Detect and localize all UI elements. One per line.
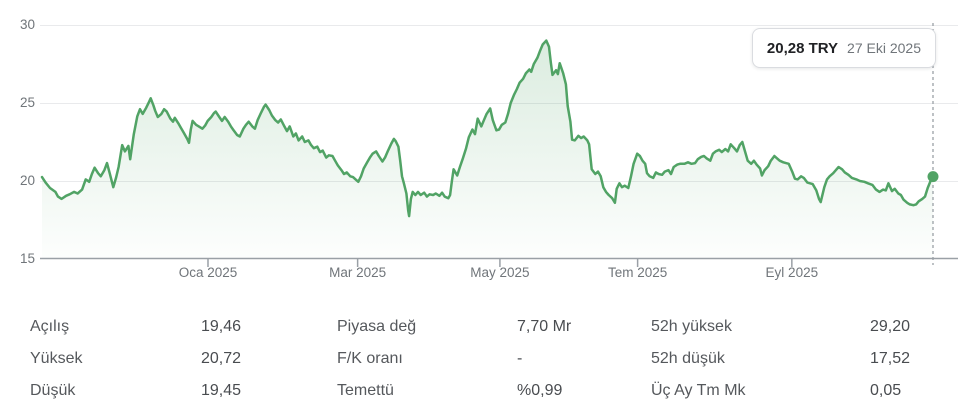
stat-label: Düşük [30, 382, 76, 399]
stat-row: Piyasa değ 7,70 Mr [337, 311, 617, 343]
last-price-marker [927, 171, 939, 183]
stat-row: Temettü %0,99 [337, 375, 617, 407]
x-axis-label: Mar 2025 [329, 265, 387, 280]
price-area-fill [42, 40, 933, 259]
x-axis-label: May 2025 [470, 265, 530, 280]
tooltip-date: 27 Eki 2025 [847, 40, 921, 56]
stat-value: 0,05 [870, 382, 902, 399]
stat-row: Düşük 19,45 [30, 375, 310, 407]
stat-row: Açılış 19,46 [30, 311, 310, 343]
stat-row: 52h yüksek 29,20 [651, 311, 936, 343]
stat-value: 29,20 [870, 318, 911, 335]
stats-column: Açılış 19,46 Yüksek 20,72 Düşük 19,45 [30, 311, 310, 407]
stat-row: Üç Ay Tm Mk 0,05 [651, 375, 936, 407]
price-line [40, 39, 935, 218]
y-axis-label: 20 [20, 173, 36, 188]
x-axis-label: Eyl 2025 [765, 265, 819, 280]
stats-column: 52h yüksek 29,20 52h düşük 17,52 Üç Ay Tm Mk… [651, 311, 936, 407]
stat-value: 7,70 Mr [517, 318, 572, 335]
stat-label: 52h yüksek [651, 318, 732, 335]
stat-row: 52h düşük 17,52 [651, 343, 936, 375]
price-history-chart[interactable]: 30 25 20 15 Oca 2025 Mar 2025 May 2025 Tem 202… [0, 0, 960, 300]
stat-value: 19,46 [201, 318, 242, 335]
stats-column: Piyasa değ 7,70 Mr F/K oranı - Temettü %0,99 [337, 311, 617, 407]
tooltip-price: 20,28 TRY [766, 39, 839, 57]
stats-table: Açılış 19,46 Yüksek 20,72 Düşük 19,45 Piyasa d… [0, 311, 960, 407]
stat-label: Yüksek [30, 350, 83, 367]
stat-value: 19,45 [201, 382, 242, 399]
stat-label: Piyasa değ [337, 318, 417, 335]
stat-label: Üç Ay Tm Mk [651, 382, 746, 399]
stat-value: - [517, 350, 523, 367]
stat-label: F/K oranı [337, 350, 403, 367]
x-axis-label: Tem 2025 [607, 265, 668, 280]
y-axis-label: 15 [20, 251, 36, 266]
y-axis-label: 30 [20, 17, 36, 32]
stat-label: Temettü [337, 382, 394, 399]
x-axis-label: Oca 2025 [178, 265, 238, 280]
chart-canvas[interactable] [40, 23, 958, 271]
stat-value: 17,52 [870, 350, 911, 367]
crosshair-tooltip: 20,28 TRY 27 Eki 2025 [751, 28, 936, 68]
stat-label: Açılış [30, 318, 70, 335]
stat-value: 20,72 [201, 350, 242, 367]
stat-label: 52h düşük [651, 350, 725, 367]
stat-value: %0,99 [517, 382, 563, 399]
stat-row: Yüksek 20,72 [30, 343, 310, 375]
y-axis-label: 25 [20, 95, 36, 110]
stat-row: F/K oranı - [337, 343, 617, 375]
